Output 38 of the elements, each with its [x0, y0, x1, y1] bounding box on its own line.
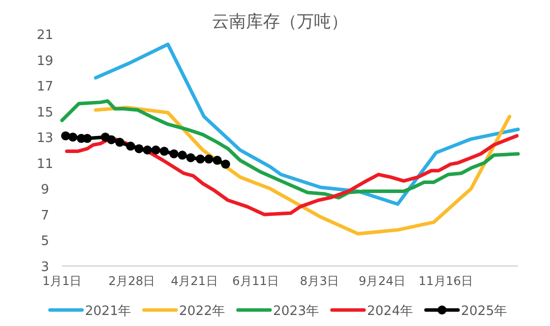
x-tick-label: 1月1日 — [42, 274, 82, 288]
y-tick-label: 9 — [40, 182, 50, 198]
legend-label: 2025年 — [461, 304, 508, 319]
x-tick-label: 2月28日 — [108, 274, 156, 288]
point — [178, 150, 187, 160]
legend-label: 2022年 — [179, 304, 226, 319]
point — [134, 144, 144, 154]
point — [186, 153, 196, 162]
point — [169, 149, 178, 158]
point — [160, 146, 169, 156]
point — [151, 146, 160, 154]
x-tick-label: 6月11日 — [232, 274, 280, 288]
y-tick-label: 11 — [36, 156, 54, 172]
y-tick-label: 13 — [36, 131, 54, 146]
point — [196, 154, 205, 164]
y-tick-label: 5 — [40, 234, 50, 250]
point — [106, 135, 116, 144]
chart-title: 云南库存（万吨） — [212, 12, 348, 32]
y-tick-label: 15 — [36, 105, 54, 120]
y-tick-label: 21 — [36, 28, 54, 43]
point — [221, 160, 230, 169]
y-tick-label: 17 — [36, 80, 54, 95]
y-tick-label: 7 — [40, 208, 50, 224]
x-tick-label: 8月3日 — [300, 274, 340, 288]
point — [68, 132, 78, 142]
y-tick-label: 19 — [36, 54, 54, 69]
x-tick-label: 11月16日 — [418, 274, 474, 288]
point — [212, 156, 222, 165]
point — [142, 146, 152, 154]
legend-label: 2023年 — [273, 304, 320, 319]
legend-label: 2021年 — [85, 304, 132, 319]
point — [126, 142, 136, 151]
legend-label: 2024年 — [367, 304, 414, 319]
point — [204, 154, 214, 164]
x-tick-label: 9月24日 — [358, 274, 406, 288]
y-tick-label: 3 — [40, 260, 50, 275]
point — [115, 138, 124, 147]
x-tick-label: 4月21日 — [170, 274, 218, 288]
